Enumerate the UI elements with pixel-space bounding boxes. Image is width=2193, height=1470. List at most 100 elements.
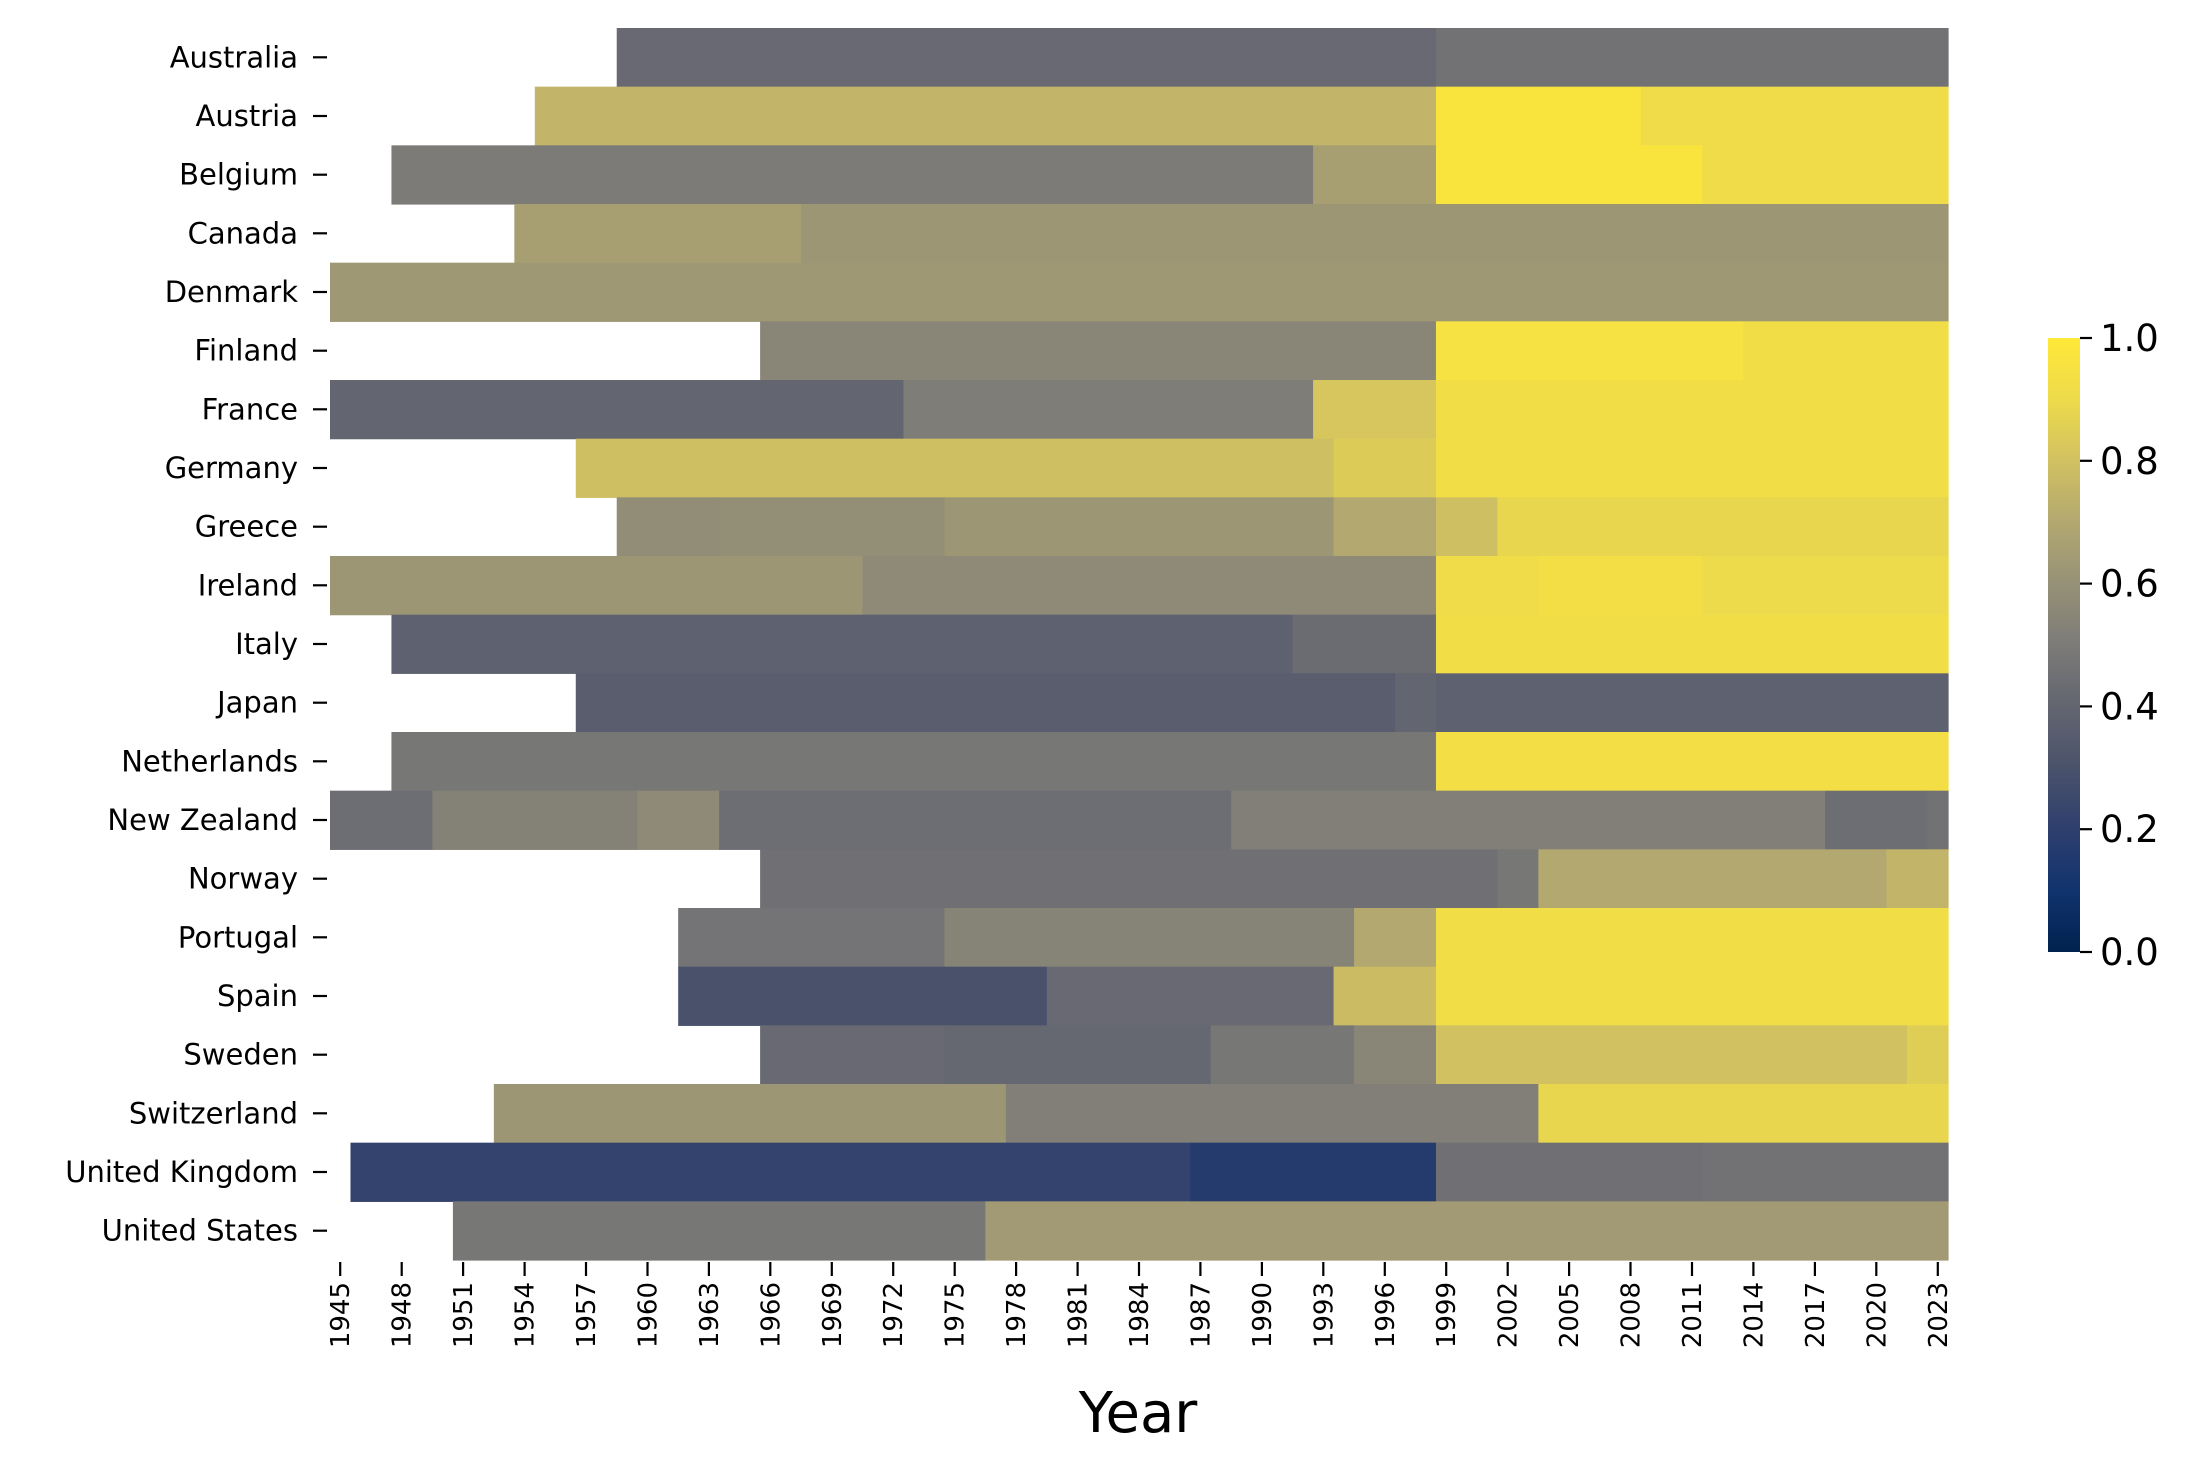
cell-japan-1999-2023: [1435, 673, 1949, 733]
cell-australia-1999-2023: [1435, 28, 1949, 88]
row-label-finland: Finland: [194, 334, 298, 368]
cell-greece-1994-1998: [1333, 497, 1437, 557]
cell-germany-1994-1998: [1333, 438, 1437, 498]
cell-switzerland-2004-2023: [1538, 1084, 1949, 1144]
cell-ireland-2012-2023: [1702, 556, 1949, 616]
cell-italy-1999-2023: [1435, 614, 1949, 674]
row-label-greece: Greece: [195, 510, 298, 544]
cell-portugal-1962-1974: [678, 908, 946, 968]
x-tick-label-2005: 2005: [1555, 1282, 1585, 1348]
cell-belgium-1999-2011: [1435, 145, 1703, 205]
row-label-united-states: United States: [102, 1214, 298, 1248]
x-tick-label-1951: 1951: [449, 1282, 479, 1348]
x-tick-label-1984: 1984: [1125, 1282, 1155, 1348]
x-tick-label-2002: 2002: [1494, 1282, 1524, 1348]
cell-norway-2021-2023: [1886, 849, 1949, 909]
row-label-denmark: Denmark: [165, 275, 298, 309]
row-label-norway: Norway: [188, 862, 298, 896]
cell-united-kingdom-1987-1998: [1190, 1142, 1437, 1202]
row-label-canada: Canada: [188, 216, 298, 250]
cell-sweden-1995-1998: [1354, 1025, 1437, 1085]
cell-switzerland-1978-2003: [1005, 1084, 1539, 1144]
cell-greece-2002-2023: [1497, 497, 1949, 557]
x-tick-label-1996: 1996: [1371, 1282, 1401, 1348]
cell-united-kingdom-1946-1986: [350, 1142, 1191, 1202]
cell-portugal-1995-1998: [1354, 908, 1437, 968]
x-tick-label-1978: 1978: [1002, 1282, 1032, 1348]
x-tick-label-2020: 2020: [1862, 1282, 1892, 1348]
colorbar-gradient: [2048, 338, 2080, 952]
cell-france-1945-1972: [330, 380, 905, 440]
x-tick-label-2023: 2023: [1924, 1282, 1954, 1348]
cell-sweden-1988-1994: [1210, 1025, 1355, 1085]
cell-greece-1999-2001: [1435, 497, 1499, 557]
cell-new-zealand-1989-2017: [1231, 790, 1826, 850]
cell-ireland-2004-2011: [1538, 556, 1703, 616]
cell-spain-1994-1998: [1333, 966, 1437, 1026]
cell-netherlands-1948-1998: [391, 732, 1437, 792]
cell-ireland-1971-1998: [862, 556, 1437, 616]
x-tick-label-1945: 1945: [326, 1282, 356, 1348]
x-tick-label-2017: 2017: [1801, 1282, 1831, 1348]
cell-japan-1957-1996: [575, 673, 1396, 733]
cell-spain-1962-1979: [678, 966, 1048, 1026]
cell-new-zealand-1945-1949: [330, 790, 434, 850]
x-tick-label-2008: 2008: [1617, 1282, 1647, 1348]
cell-belgium-2012-2023: [1702, 145, 1949, 205]
row-label-switzerland: Switzerland: [129, 1096, 298, 1130]
x-tick-label-2014: 2014: [1739, 1282, 1769, 1348]
cell-united-kingdom-2012-2023: [1702, 1142, 1949, 1202]
cell-netherlands-1999-2023: [1435, 732, 1949, 792]
cell-finland-2014-2023: [1743, 321, 1949, 381]
x-tick-label-2011: 2011: [1678, 1282, 1708, 1348]
cell-france-1999-2023: [1435, 380, 1949, 440]
cell-canada-1954-1967: [514, 204, 802, 264]
cell-austria-1955-1998: [534, 86, 1437, 146]
row-label-belgium: Belgium: [179, 158, 298, 192]
row-label-spain: Spain: [217, 979, 298, 1013]
row-label-france: France: [202, 392, 298, 426]
x-tick-label-1999: 1999: [1432, 1282, 1462, 1348]
cell-new-zealand-1950-1959: [432, 790, 638, 850]
cell-sweden-1966-1974: [760, 1025, 946, 1085]
cell-sweden-1999-2021: [1435, 1025, 1908, 1085]
cell-ireland-1999-2003: [1435, 556, 1539, 616]
cell-united-states-1951-1976: [452, 1201, 986, 1261]
row-label-sweden: Sweden: [183, 1038, 298, 1072]
x-tick-label-1993: 1993: [1309, 1282, 1339, 1348]
cell-austria-1999-2008: [1435, 86, 1642, 146]
row-label-united-kingdom: United Kingdom: [65, 1155, 298, 1189]
x-tick-label-1960: 1960: [634, 1282, 664, 1348]
row-label-portugal: Portugal: [178, 920, 298, 954]
cell-japan-1997-1998: [1395, 673, 1437, 733]
heatmap-cells: [330, 28, 1949, 1261]
cell-united-kingdom-1999-2011: [1435, 1142, 1703, 1202]
cell-finland-1999-2013: [1435, 321, 1744, 381]
colorbar-tick-label-0.8: 0.8: [2100, 440, 2159, 483]
cell-spain-1999-2023: [1435, 966, 1949, 1026]
x-tick-label-1981: 1981: [1064, 1282, 1094, 1348]
colorbar-tick-label-0.4: 0.4: [2100, 685, 2159, 728]
cell-germany-1957-1993: [575, 438, 1335, 498]
x-axis-label: Year: [1078, 1381, 1199, 1446]
x-tick-label-1975: 1975: [941, 1282, 971, 1348]
x-tick-label-1972: 1972: [879, 1282, 909, 1348]
row-label-japan: Japan: [215, 686, 298, 720]
cell-austria-2009-2023: [1640, 86, 1949, 146]
cell-france-1973-1992: [903, 380, 1314, 440]
cell-new-zealand-1960-1963: [637, 790, 720, 850]
cell-denmark-1945-2023: [330, 262, 1949, 322]
row-label-australia: Australia: [170, 40, 298, 74]
cell-greece-1964-1974: [719, 497, 946, 557]
row-label-new-zealand: New Zealand: [107, 803, 298, 837]
cell-italy-1992-1998: [1292, 614, 1437, 674]
colorbar: 0.0 0.2 0.4 0.6 0.8 1.0: [2048, 317, 2159, 974]
x-axis-ticks: 1945 1948 1951 1954 1957 1960 1963 1966 1969 1972…: [326, 1262, 1954, 1348]
cell-norway-1966-2001: [760, 849, 1499, 909]
row-label-austria: Austria: [196, 99, 298, 133]
cell-switzerland-1953-1977: [493, 1084, 1007, 1144]
cell-sweden-2022-2023: [1907, 1025, 1949, 1085]
cell-ireland-1945-1970: [330, 556, 864, 616]
x-tick-label-1990: 1990: [1248, 1282, 1278, 1348]
